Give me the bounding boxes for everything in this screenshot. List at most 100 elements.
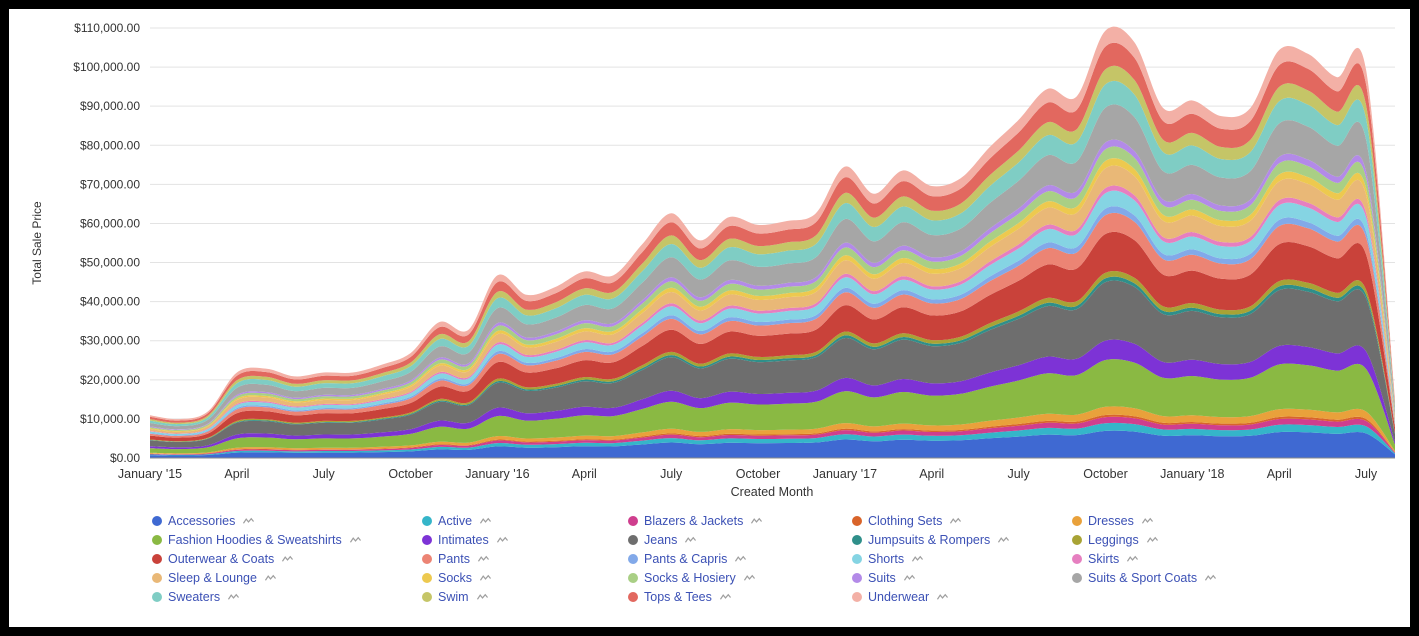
area-socks[interactable] [150, 158, 1395, 432]
series-label[interactable]: Suits & Sport Coats [1088, 571, 1198, 585]
series-label[interactable]: Active [438, 514, 473, 528]
series-label[interactable]: Jumpsuits & Rompers [868, 533, 991, 547]
y-tick-label: $20,000.00 [80, 373, 140, 387]
series-label[interactable]: Suits [868, 571, 896, 585]
legend-item-skirts[interactable]: Skirts [1072, 552, 1410, 566]
series-color-dot [422, 573, 432, 583]
area-socks-hosiery[interactable] [150, 146, 1395, 432]
series-label[interactable]: Leggings [1088, 533, 1139, 547]
chart-legend: Accessories Active Blazers & Jackets Clo… [152, 514, 1410, 604]
area-outerwear-coats[interactable] [150, 231, 1395, 442]
legend-item-intimates[interactable]: Intimates [422, 533, 628, 547]
legend-item-shorts[interactable]: Shorts [852, 552, 1072, 566]
series-color-dot [852, 516, 862, 526]
series-label[interactable]: Fashion Hoodies & Sweatshirts [168, 533, 342, 547]
series-color-dot [852, 592, 862, 602]
legend-item-jumpsuits-rompers[interactable]: Jumpsuits & Rompers [852, 533, 1072, 547]
legend-item-dresses[interactable]: Dresses [1072, 514, 1410, 528]
area-tops-tees[interactable] [150, 42, 1395, 423]
sparkline-icon [264, 574, 276, 581]
area-pants-capris[interactable] [150, 206, 1395, 436]
series-label[interactable]: Tops & Tees [644, 590, 712, 604]
area-leggings[interactable] [150, 270, 1395, 442]
series-label[interactable]: Underwear [868, 590, 930, 604]
series-label[interactable]: Swim [438, 590, 469, 604]
legend-item-sweaters[interactable]: Sweaters [152, 590, 422, 604]
series-label[interactable]: Sweaters [168, 590, 221, 604]
series-color-dot [422, 554, 432, 564]
series-color-dot [628, 554, 638, 564]
series-label[interactable]: Dresses [1088, 514, 1134, 528]
area-active[interactable] [150, 422, 1395, 456]
x-tick-label: April [572, 467, 597, 481]
area-fashion-hoodies-sweatshirts[interactable] [150, 359, 1395, 454]
y-tick-label: $0.00 [110, 451, 140, 465]
series-label[interactable]: Pants & Capris [644, 552, 728, 566]
area-clothing-sets[interactable] [150, 414, 1395, 455]
y-tick-label: $10,000.00 [80, 412, 140, 426]
x-tick-label: July [1007, 467, 1030, 481]
series-color-dot [152, 554, 162, 564]
legend-item-suits[interactable]: Suits [852, 571, 1072, 585]
legend-item-sleep-lounge[interactable]: Sleep & Lounge [152, 571, 422, 585]
area-blazers-jackets[interactable] [150, 416, 1395, 455]
area-underwear[interactable] [150, 26, 1395, 421]
sparkline-icon [228, 593, 240, 600]
sparkline-icon [1146, 536, 1158, 543]
series-color-dot [628, 573, 638, 583]
series-label[interactable]: Outerwear & Coats [168, 552, 275, 566]
series-label[interactable]: Shorts [868, 552, 905, 566]
sparkline-icon [480, 574, 492, 581]
legend-item-suits-sport-coats[interactable]: Suits & Sport Coats [1072, 571, 1410, 585]
area-dresses[interactable] [150, 406, 1395, 455]
area-pants[interactable] [150, 212, 1395, 438]
area-accessories[interactable] [150, 430, 1395, 458]
legend-item-outerwear-coats[interactable]: Outerwear & Coats [152, 552, 422, 566]
area-layer [150, 26, 1395, 458]
series-color-dot [1072, 516, 1082, 526]
series-label[interactable]: Intimates [438, 533, 489, 547]
series-label[interactable]: Blazers & Jackets [644, 514, 744, 528]
area-skirts[interactable] [150, 185, 1395, 434]
area-intimates[interactable] [150, 339, 1395, 450]
series-label[interactable]: Accessories [168, 514, 236, 528]
area-sleep-lounge[interactable] [150, 165, 1395, 434]
area-shorts[interactable] [150, 190, 1395, 436]
legend-item-socks-hosiery[interactable]: Socks & Hosiery [628, 571, 852, 585]
series-label[interactable]: Sleep & Lounge [168, 571, 257, 585]
x-tick-label: January '16 [465, 467, 529, 481]
legend-item-blazers-jackets[interactable]: Blazers & Jackets [628, 514, 852, 528]
legend-item-active[interactable]: Active [422, 514, 628, 528]
series-label[interactable]: Pants [438, 552, 470, 566]
series-label[interactable]: Socks [438, 571, 473, 585]
series-color-dot [852, 554, 862, 564]
legend-item-fashion-hoodies-sweatshirts[interactable]: Fashion Hoodies & Sweatshirts [152, 533, 422, 547]
area-swim[interactable] [150, 65, 1395, 425]
legend-item-swim[interactable]: Swim [422, 590, 628, 604]
legend-item-socks[interactable]: Socks [422, 571, 628, 585]
area-jeans[interactable] [150, 280, 1395, 448]
legend-item-leggings[interactable]: Leggings [1072, 533, 1410, 547]
series-label[interactable]: Jeans [644, 533, 678, 547]
legend-item-pants[interactable]: Pants [422, 552, 628, 566]
sparkline-icon [751, 517, 763, 524]
series-label[interactable]: Clothing Sets [868, 514, 943, 528]
area-sweaters[interactable] [150, 80, 1395, 427]
series-label[interactable]: Skirts [1088, 552, 1120, 566]
sparkline-icon [950, 517, 962, 524]
series-color-dot [152, 516, 162, 526]
legend-item-tops-tees[interactable]: Tops & Tees [628, 590, 852, 604]
area-suits-sport-coats[interactable] [150, 104, 1395, 430]
x-tick-label: January '18 [1160, 467, 1224, 481]
legend-item-clothing-sets[interactable]: Clothing Sets [852, 514, 1072, 528]
series-color-dot [628, 516, 638, 526]
area-jumpsuits-rompers[interactable] [150, 276, 1395, 443]
legend-item-underwear[interactable]: Underwear [852, 590, 1072, 604]
sparkline-icon [685, 536, 697, 543]
legend-item-pants-capris[interactable]: Pants & Capris [628, 552, 852, 566]
series-label[interactable]: Socks & Hosiery [644, 571, 736, 585]
legend-item-accessories[interactable]: Accessories [152, 514, 422, 528]
legend-item-jeans[interactable]: Jeans [628, 533, 852, 547]
sparkline-icon [1127, 555, 1139, 562]
area-suits[interactable] [150, 139, 1395, 430]
